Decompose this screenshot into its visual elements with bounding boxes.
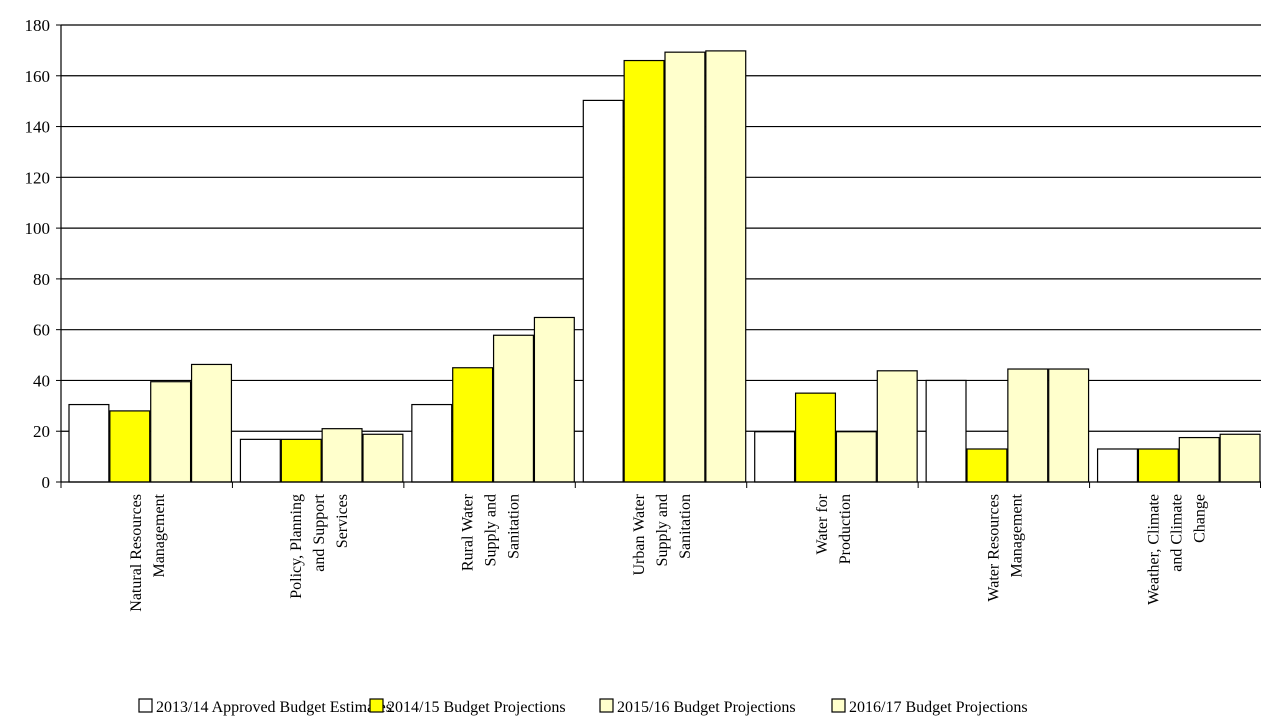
bar-4-6 bbox=[1048, 368, 1090, 483]
legend-label: 2015/16 Budget Projections bbox=[617, 699, 796, 716]
y-tick-label: 140 bbox=[25, 118, 51, 137]
bar-4-7 bbox=[1219, 433, 1261, 483]
category-label-line: Water for bbox=[814, 493, 831, 554]
category-label-line: and Climate bbox=[1168, 494, 1185, 572]
y-tick-label: 20 bbox=[33, 422, 50, 441]
category-label-line: Water Resources bbox=[985, 494, 1002, 602]
y-tick-label: 120 bbox=[25, 168, 51, 187]
category-label-line: Management bbox=[151, 493, 168, 577]
bar-1-7 bbox=[1096, 448, 1139, 483]
bar-3-6 bbox=[1007, 368, 1049, 483]
category-label-line: Policy, Planning bbox=[288, 494, 305, 599]
y-tick-label: 180 bbox=[25, 16, 51, 35]
bar-1-1 bbox=[68, 403, 110, 483]
legend-swatch bbox=[831, 698, 846, 713]
bar-2-1 bbox=[109, 410, 151, 483]
bar-2-2 bbox=[280, 438, 322, 483]
legend-item: 2014/15 Budget Projections bbox=[369, 698, 566, 716]
category-label-line: Supply and bbox=[483, 494, 500, 566]
y-tick-label: 100 bbox=[25, 219, 51, 238]
bar-4-3 bbox=[533, 316, 575, 483]
bar-3-7 bbox=[1178, 436, 1220, 483]
y-tick-label: 0 bbox=[42, 473, 51, 492]
legend-label: 2013/14 Approved Budget Estimates bbox=[156, 699, 392, 716]
bar-2-7 bbox=[1137, 448, 1179, 483]
category-label-line: Services bbox=[334, 494, 351, 548]
legend: 2013/14 Approved Budget Estimates2014/15… bbox=[138, 698, 1028, 716]
x-axis-category-labels: Natural Resources Management Policy, Plann… bbox=[128, 493, 1208, 611]
bars bbox=[68, 50, 1261, 483]
category-label-line: Sanitation bbox=[677, 494, 694, 559]
bar-4-5 bbox=[876, 370, 918, 483]
y-tick-label: 40 bbox=[33, 371, 50, 390]
legend-label: 2016/17 Budget Projections bbox=[849, 699, 1028, 716]
category-label-line: and Support bbox=[311, 493, 328, 571]
bar-1-4 bbox=[582, 99, 624, 483]
category-label-line: Weather, Climate bbox=[1145, 494, 1162, 605]
y-tick-label: 60 bbox=[33, 321, 50, 340]
bar-1-2 bbox=[239, 438, 281, 483]
axes bbox=[56, 24, 1261, 488]
category-label-line: Sanitation bbox=[506, 494, 523, 559]
bar-3-5 bbox=[835, 431, 877, 483]
bar-3-3 bbox=[492, 334, 535, 483]
category-label-line: Production bbox=[837, 494, 854, 564]
bar-3-4 bbox=[664, 51, 706, 483]
legend-item: 2016/17 Budget Projections bbox=[831, 698, 1028, 716]
bar-4-1 bbox=[190, 363, 233, 483]
bar-2-3 bbox=[452, 367, 494, 483]
y-axis-tick-labels: 0 20 40 60 80 100 120 140 160 180 bbox=[25, 16, 51, 492]
legend-item: 2015/16 Budget Projections bbox=[599, 698, 796, 716]
category-label-line: Urban Water bbox=[631, 493, 648, 575]
bar-1-6 bbox=[925, 379, 967, 483]
bar-2-4 bbox=[623, 59, 665, 483]
legend-label: 2014/15 Budget Projections bbox=[387, 699, 566, 716]
legend-swatch bbox=[369, 698, 384, 713]
category-label-line: Rural Water bbox=[460, 493, 477, 571]
bar-1-5 bbox=[754, 431, 796, 483]
legend-item: 2013/14 Approved Budget Estimates bbox=[138, 698, 392, 716]
category-label-line: Supply and bbox=[654, 494, 671, 566]
category-label-line: Management bbox=[1008, 493, 1025, 577]
y-tick-label: 80 bbox=[33, 270, 50, 289]
y-tick-label: 160 bbox=[25, 67, 51, 86]
bar-2-5 bbox=[794, 392, 837, 483]
bar-2-6 bbox=[966, 448, 1008, 483]
legend-swatch bbox=[599, 698, 614, 713]
category-label-line: Change bbox=[1191, 494, 1208, 543]
bar-1-3 bbox=[411, 403, 453, 483]
legend-swatch bbox=[138, 698, 153, 713]
bar-3-2 bbox=[321, 428, 363, 483]
bar-3-1 bbox=[150, 381, 192, 483]
bar-4-4 bbox=[705, 50, 747, 483]
category-label-line: Natural Resources bbox=[128, 494, 145, 612]
bar-4-2 bbox=[362, 433, 404, 483]
